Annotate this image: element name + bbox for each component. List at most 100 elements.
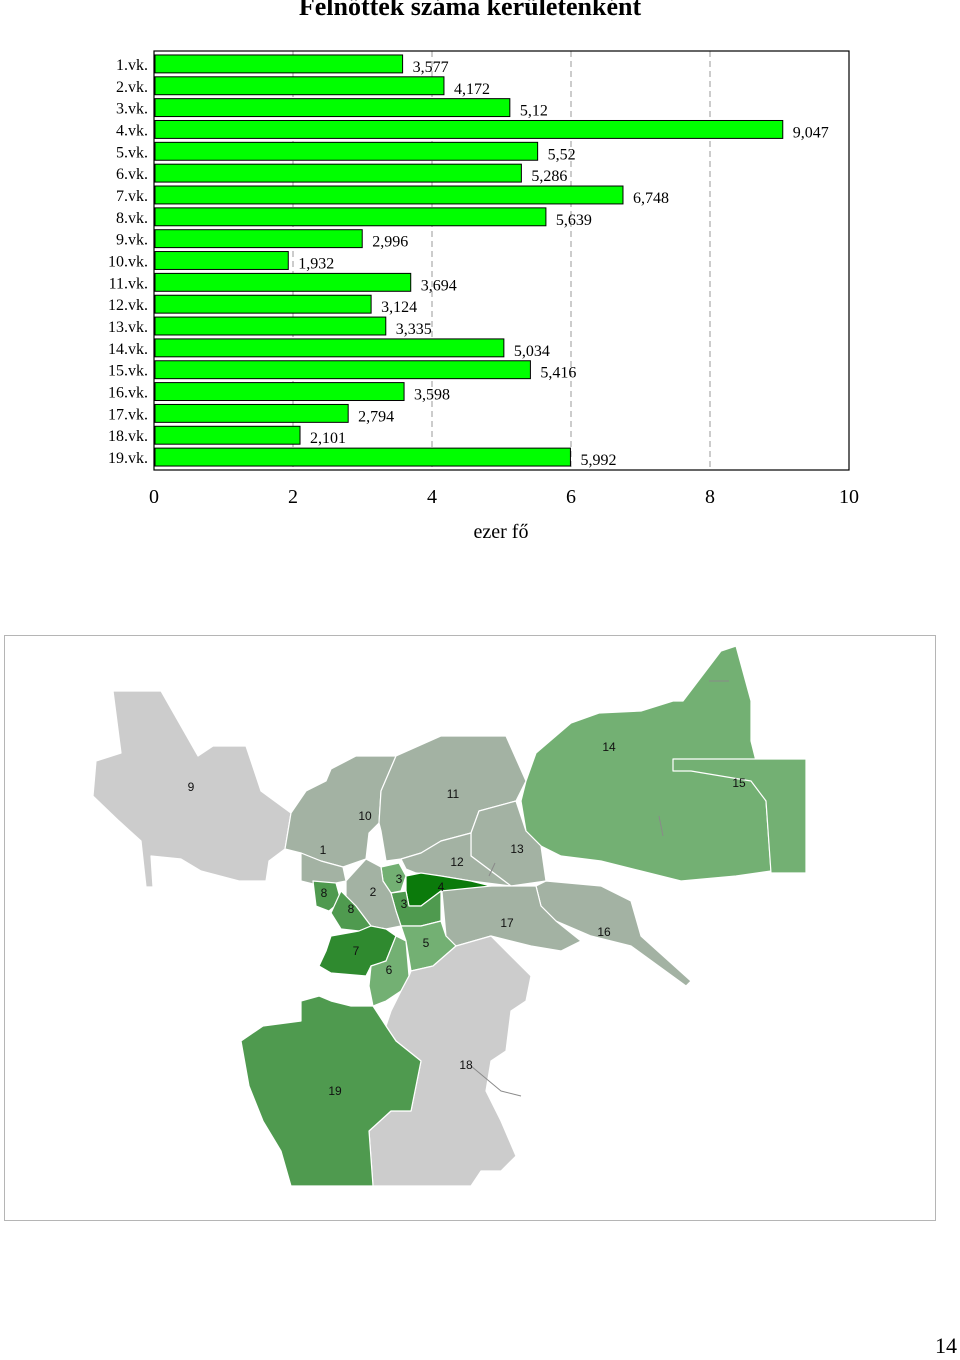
- page-number: 14: [935, 1333, 957, 1358]
- category-label-6.vk.: 6.vk.: [116, 166, 148, 183]
- bar-12.vk.: [154, 294, 372, 314]
- category-label-3.vk.: 3.vk.: [116, 101, 148, 118]
- bar-17.vk.: [154, 403, 349, 423]
- district-map: [92, 645, 807, 1187]
- map-label-9: 9: [188, 780, 195, 794]
- bar-11.vk.: [154, 272, 412, 292]
- category-label-16.vk.: 16.vk.: [108, 385, 148, 402]
- value-label-14.vk.: 5,034: [514, 343, 550, 360]
- map-label-1: 1: [320, 843, 327, 857]
- bar-chart: 1.vk. 2.vk. 3.vk. 4.vk. 5.vk. 6.vk. 7.vk. 8.vk.…: [108, 50, 859, 543]
- value-label-13.vk.: 3,335: [396, 321, 432, 338]
- category-label-15.vk.: 15.vk.: [108, 363, 148, 380]
- map-label-3a: 3: [396, 872, 403, 886]
- bar-14.vk.: [154, 338, 505, 358]
- value-label-10.vk.: 1,932: [298, 256, 334, 273]
- bars-layer: [154, 54, 784, 467]
- x-tick-0: 0: [149, 486, 159, 508]
- value-label-4.vk.: 9,047: [793, 124, 829, 141]
- bar-1.vk.: [154, 54, 404, 74]
- bar-8.vk.: [154, 207, 547, 227]
- category-label-5.vk.: 5.vk.: [116, 144, 148, 161]
- district-map-panel: 1 2 3 3 4 5 6 7 8 8 9 10 11 12 13 14 15 …: [4, 635, 936, 1221]
- map-label-6: 6: [386, 963, 393, 977]
- x-axis-label: ezer fő: [474, 521, 529, 543]
- bar-10.vk.: [154, 251, 289, 270]
- map-label-8a: 8: [321, 886, 328, 900]
- category-label-14.vk.: 14.vk.: [108, 341, 148, 358]
- category-label-2.vk.: 2.vk.: [116, 79, 148, 96]
- category-label-18.vk.: 18.vk.: [108, 428, 148, 445]
- district-19: [240, 995, 422, 1187]
- x-tick-4: 4: [427, 486, 437, 508]
- value-label-9.vk.: 2,996: [372, 234, 408, 251]
- map-label-3b: 3: [401, 897, 408, 911]
- category-label-10.vk.: 10.vk.: [108, 254, 148, 271]
- category-label-4.vk.: 4.vk.: [116, 122, 148, 139]
- value-label-3.vk.: 5,12: [520, 103, 548, 120]
- district-15: [672, 758, 807, 874]
- bar-19.vk.: [154, 447, 571, 467]
- category-labels: 1.vk. 2.vk. 3.vk. 4.vk. 5.vk. 6.vk. 7.vk. 8.vk.…: [108, 57, 148, 467]
- value-labels: 3,577 4,172 5,12 9,047 5,52 5,286 6,748 5,639 2,…: [298, 59, 828, 469]
- chart-title: Felnőttek száma kerületenként: [298, 0, 642, 21]
- map-label-14: 14: [602, 740, 616, 754]
- x-tick-10: 10: [839, 486, 859, 508]
- bar-9.vk.: [154, 229, 363, 249]
- x-tick-6: 6: [566, 486, 576, 508]
- map-road-lines: [470, 680, 729, 1097]
- x-tick-labels: 0 2 4 6 8 10: [149, 486, 859, 508]
- district-12: [400, 832, 512, 887]
- category-label-9.vk.: 9.vk.: [116, 232, 148, 249]
- value-label-18.vk.: 2,101: [310, 430, 346, 447]
- map-label-11: 11: [447, 787, 460, 801]
- map-label-17: 17: [500, 916, 514, 930]
- map-label-16: 16: [597, 925, 611, 939]
- map-label-10: 10: [358, 809, 372, 823]
- value-label-8.vk.: 5,639: [556, 212, 592, 229]
- map-label-7: 7: [353, 944, 360, 958]
- map-label-13: 13: [510, 842, 524, 856]
- bar-4.vk.: [154, 119, 784, 139]
- district-9: [92, 690, 292, 888]
- category-label-17.vk.: 17.vk.: [108, 406, 148, 423]
- x-tick-2: 2: [288, 486, 298, 508]
- bar-13.vk.: [154, 316, 387, 336]
- bar-7.vk.: [154, 185, 624, 205]
- category-label-1.vk.: 1.vk.: [116, 57, 148, 74]
- bar-6.vk.: [154, 163, 522, 183]
- map-label-5: 5: [423, 936, 430, 950]
- map-label-15: 15: [732, 776, 746, 790]
- value-label-2.vk.: 4,172: [454, 81, 490, 98]
- category-label-19.vk.: 19.vk.: [108, 450, 148, 467]
- category-label-8.vk.: 8.vk.: [116, 210, 148, 227]
- map-label-12: 12: [450, 855, 464, 869]
- bar-5.vk.: [154, 141, 539, 161]
- category-label-7.vk.: 7.vk.: [116, 188, 148, 205]
- value-label-17.vk.: 2,794: [358, 408, 394, 425]
- value-label-12.vk.: 3,124: [381, 299, 417, 316]
- value-label-19.vk.: 5,992: [580, 452, 616, 469]
- value-label-11.vk.: 3,694: [421, 277, 457, 294]
- x-tick-8: 8: [705, 486, 715, 508]
- district-labels-layer: 1 2 3 3 4 5 6 7 8 8 9 10 11 12 13 14 15 …: [188, 740, 746, 1098]
- bar-18.vk.: [154, 425, 301, 445]
- value-label-6.vk.: 5,286: [531, 168, 567, 185]
- value-label-5.vk.: 5,52: [548, 146, 576, 163]
- bar-2.vk.: [154, 76, 445, 96]
- value-label-16.vk.: 3,598: [414, 387, 450, 404]
- category-label-12.vk.: 12.vk.: [108, 297, 148, 314]
- map-label-2: 2: [370, 885, 377, 899]
- bar-3.vk.: [154, 98, 511, 118]
- map-label-4: 4: [438, 880, 445, 894]
- map-label-19: 19: [328, 1084, 342, 1098]
- category-label-11.vk.: 11.vk.: [109, 275, 148, 292]
- value-label-7.vk.: 6,748: [633, 190, 669, 207]
- value-label-1.vk.: 3,577: [413, 59, 449, 76]
- bar-16.vk.: [154, 382, 405, 402]
- category-label-13.vk.: 13.vk.: [108, 319, 148, 336]
- plot-frame: [153, 50, 850, 471]
- map-label-18: 18: [459, 1058, 473, 1072]
- map-label-8b: 8: [348, 902, 355, 916]
- bar-15.vk.: [154, 360, 531, 380]
